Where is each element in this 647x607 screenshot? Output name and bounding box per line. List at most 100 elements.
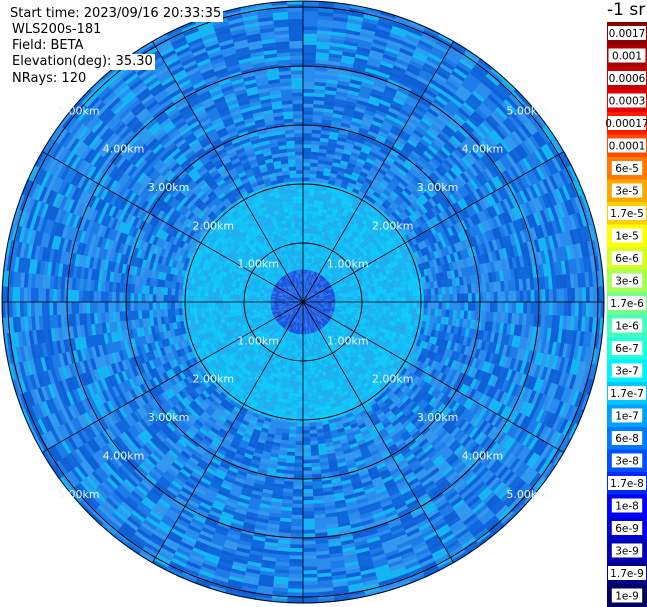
ppi-cell: [318, 325, 323, 330]
ppi-cell: [299, 232, 303, 237]
ppi-cell: [219, 293, 224, 298]
ppi-cell: [238, 285, 244, 290]
ppi-cell: [327, 305, 332, 308]
ppi-cell: [294, 247, 298, 252]
ppi-cell: [322, 309, 327, 313]
ppi-cell: [305, 352, 309, 357]
ppi-cell: [352, 287, 357, 292]
ppi-cell: [327, 303, 332, 305]
ppi-cell: [317, 278, 322, 283]
ppi-cell: [445, 309, 450, 318]
ppi-cell: [287, 369, 293, 375]
ppi-cell: [319, 246, 324, 251]
ppi-cell: [338, 325, 343, 330]
ppi-cell: [282, 296, 286, 299]
ppi-cell: [247, 328, 253, 333]
ppi-cell: [275, 346, 280, 351]
ppi-cell: [284, 269, 289, 274]
ppi-cell: [296, 337, 300, 342]
ppi-cell: [277, 330, 282, 335]
ppi-cell: [298, 284, 301, 289]
ppi-cell: [314, 314, 319, 318]
ppi-cell: [329, 275, 334, 280]
ppi-cell: [342, 267, 348, 273]
ppi-cell: [291, 404, 298, 409]
ppi-cell: [352, 290, 357, 294]
ppi-cell: [441, 287, 446, 295]
ppi-cell: [230, 309, 235, 314]
ppi-cell: [218, 297, 223, 302]
ppi-cell: [294, 378, 299, 383]
ppi-cell: [296, 303, 301, 305]
ppi-cell: [305, 304, 308, 307]
ppi-cell: [335, 316, 340, 321]
ppi-cell: [303, 397, 309, 401]
ppi-cell: [456, 302, 461, 311]
ppi-cell: [309, 291, 313, 295]
ppi-cell: [309, 366, 314, 371]
ppi-cell: [152, 294, 157, 302]
ppi-cell: [298, 304, 301, 307]
ppi-cell: [285, 261, 289, 266]
ppi-cell: [274, 322, 279, 327]
ppi-cell: [309, 426, 317, 431]
ppi-cell: [442, 294, 447, 302]
ppi-cell: [328, 259, 333, 264]
ppi-cell: [312, 347, 317, 352]
ppi-cell: [189, 302, 194, 308]
ppi-cell: [337, 261, 342, 266]
ppi-cell: [350, 333, 355, 339]
ppi-cell: [294, 310, 297, 314]
ppi-cell: [303, 312, 305, 316]
ppi-cell: [285, 338, 289, 343]
ppi-cell: [301, 265, 303, 270]
ppi-cell: [328, 357, 333, 362]
ppi-cell: [297, 199, 303, 204]
ppi-cell: [351, 331, 357, 336]
ppi-cell: [320, 271, 325, 276]
ppi-cell: [292, 363, 297, 368]
ppi-cell: [423, 308, 428, 315]
ppi-cell: [338, 282, 343, 286]
ppi-cell: [277, 256, 282, 262]
ppi-cell: [223, 310, 228, 315]
ppi-cell: [323, 295, 328, 298]
ppi-cell: [171, 295, 175, 302]
ppi-cell: [265, 266, 270, 271]
ppi-cell: [338, 307, 343, 311]
ppi-cell: [287, 346, 291, 352]
ppi-cell: [297, 281, 300, 285]
ppi-cell: [277, 287, 282, 291]
ppi-cell: [400, 312, 405, 318]
ppi-cell: [309, 236, 314, 241]
ppi-cell: [255, 297, 260, 300]
ppi-cell: [280, 327, 284, 332]
ppi-cell: [259, 306, 264, 309]
ppi-cell: [309, 333, 313, 338]
ppi-cell: [264, 280, 269, 284]
ppi-cell: [313, 303, 317, 305]
ppi-cell: [268, 280, 273, 284]
ppi-cell: [204, 302, 208, 308]
ppi-cell: [344, 329, 349, 335]
ppi-cell: [226, 290, 231, 295]
ppi-cell: [289, 275, 293, 280]
ppi-cell: [326, 317, 331, 322]
ppi-cell: [248, 304, 253, 308]
ppi-cell: [278, 326, 283, 331]
ppi-cell: [322, 290, 326, 294]
ppi-cell: [322, 359, 327, 365]
ppi-cell: [259, 302, 264, 305]
ppi-cell: [309, 363, 314, 368]
ppi-cell: [293, 392, 299, 397]
ppi-cell: [291, 192, 298, 197]
ppi-cell: [289, 315, 293, 320]
ppi-cell: [309, 266, 313, 271]
ppi-cell: [294, 305, 298, 309]
ppi-cell: [288, 351, 293, 356]
ppi-cell: [301, 295, 303, 300]
ppi-cell: [277, 338, 282, 343]
ppi-cell: [256, 253, 262, 259]
ppi-cell: [316, 299, 321, 301]
ppi-cell: [310, 437, 318, 442]
